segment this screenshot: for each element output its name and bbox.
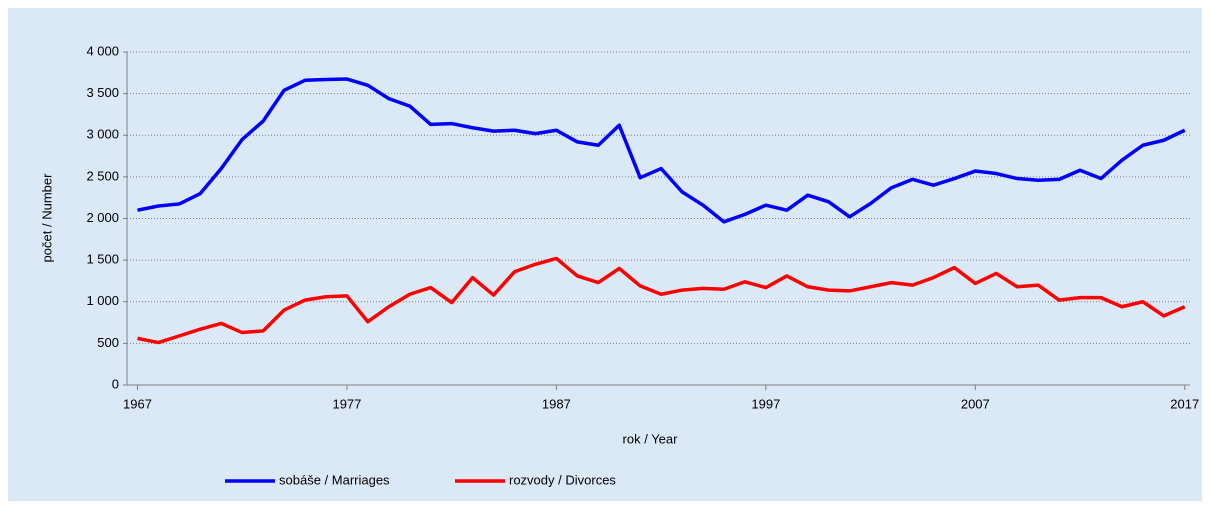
y-tick-label: 4 000 (86, 43, 119, 58)
x-tick-label: 1997 (751, 396, 780, 411)
y-tick-label: 1 500 (86, 252, 119, 267)
y-tick-label: 2 000 (86, 210, 119, 225)
series-line (137, 77, 1186, 224)
y-tick-label: 3 500 (86, 85, 119, 100)
x-tick-label: 1967 (123, 396, 152, 411)
series-line (137, 256, 1186, 345)
y-tick-label: 500 (97, 335, 119, 350)
legend-label: rozvody / Divorces (509, 472, 616, 487)
x-tick-label: 2017 (1170, 396, 1199, 411)
x-tick-label: 1987 (542, 396, 571, 411)
chart-background (8, 8, 1202, 501)
y-tick-label: 1 000 (86, 293, 119, 308)
y-axis-label: počet / Number (39, 173, 54, 263)
legend-label: sobáše / Marriages (279, 472, 390, 487)
x-tick-label: 2007 (961, 396, 990, 411)
y-tick-label: 2 500 (86, 168, 119, 183)
y-tick-label: 3 000 (86, 127, 119, 142)
x-tick-label: 1977 (332, 396, 361, 411)
x-axis-label: rok / Year (623, 431, 679, 446)
y-tick-label: 0 (112, 376, 119, 391)
